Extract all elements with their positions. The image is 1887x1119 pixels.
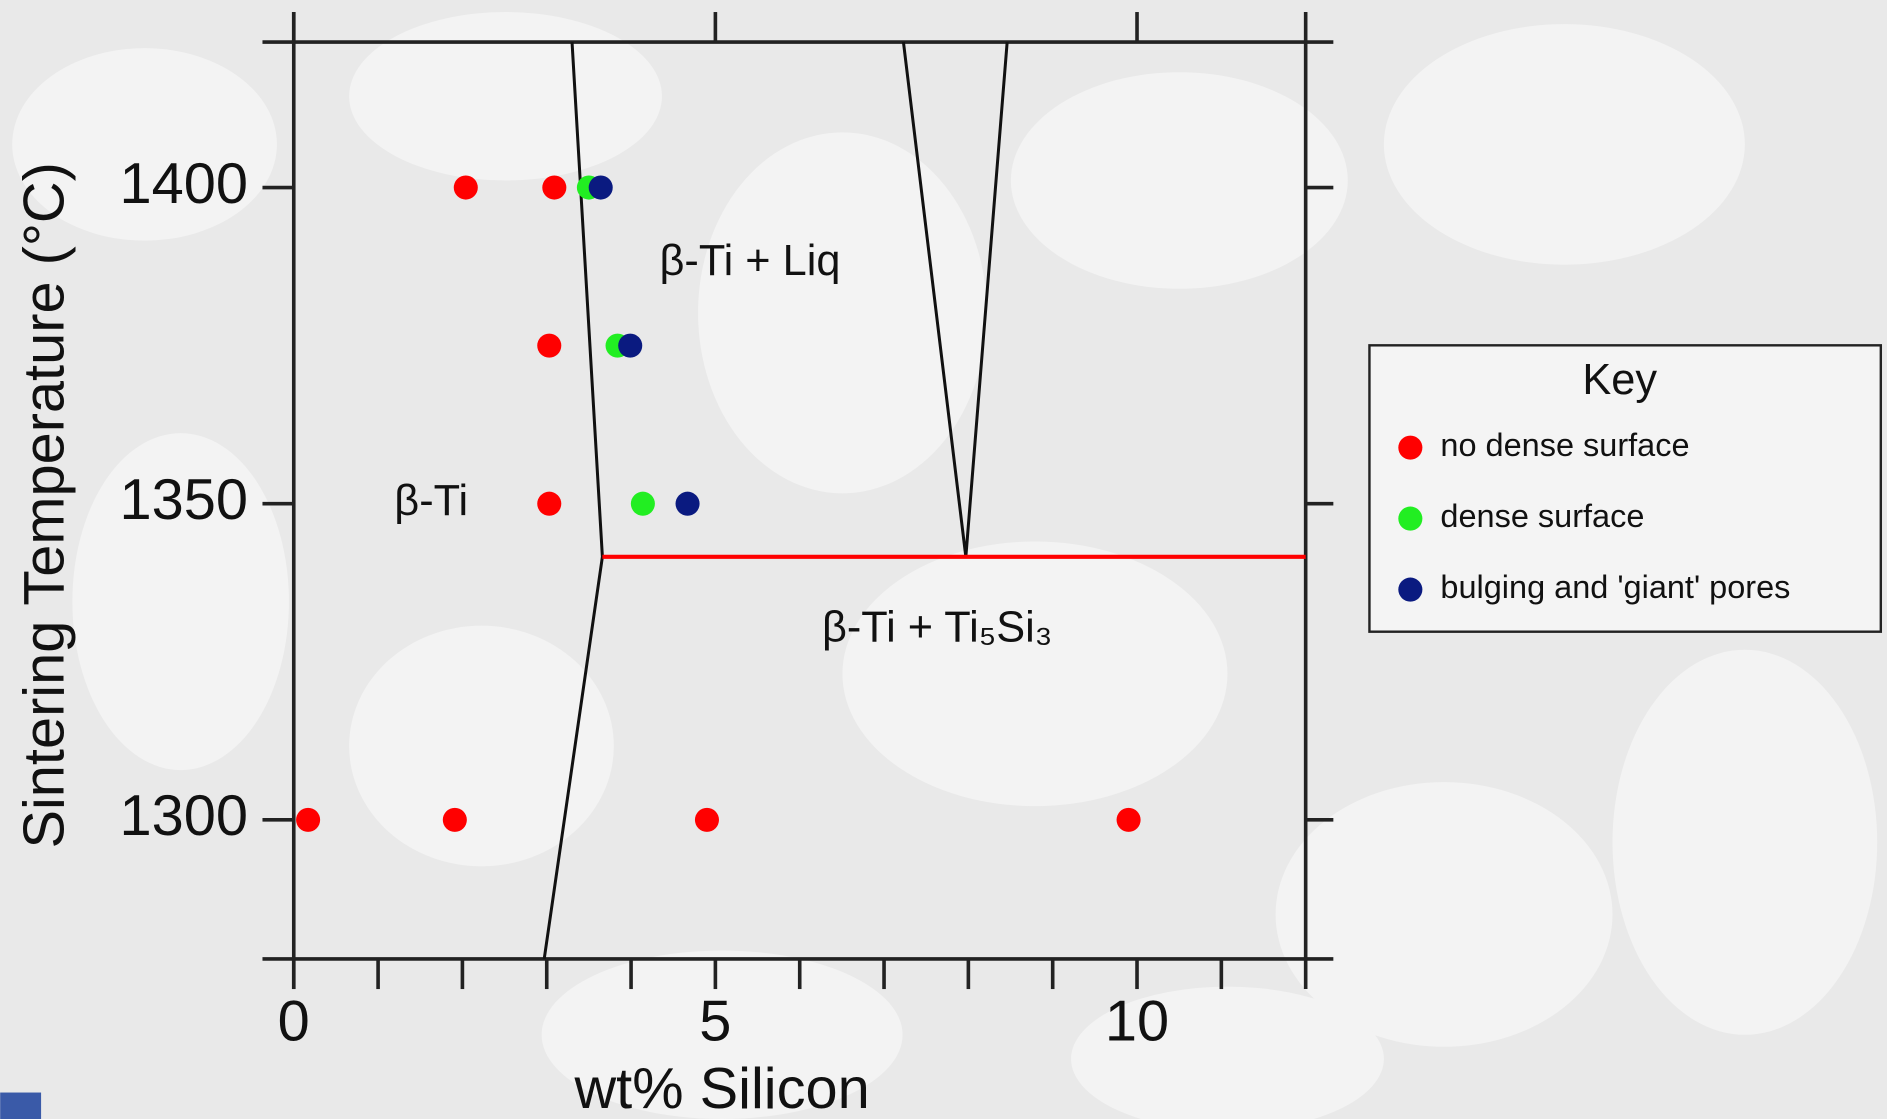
region-label: β-Ti + Ti₅Si₃	[822, 604, 1052, 652]
data-point	[542, 176, 566, 200]
page: {"chart_data": { "type": "scatter", "x_l…	[0, 0, 1887, 1119]
data-point	[537, 334, 561, 358]
chart: Sintering Temperature (°C) wt% Silicon K…	[0, 0, 1887, 1119]
data-point	[296, 808, 320, 832]
legend-label: no dense surface	[1440, 427, 1689, 463]
data-point	[618, 334, 642, 358]
data-point	[631, 492, 655, 516]
data-point	[1117, 808, 1141, 832]
x-tick-label: 5	[699, 989, 731, 1053]
data-point	[454, 176, 478, 200]
data-point	[443, 808, 467, 832]
x-tick-label: 0	[278, 989, 310, 1053]
data-point	[537, 492, 561, 516]
y-axis-title: Sintering Temperature (°C)	[13, 162, 77, 848]
legend-marker	[1398, 507, 1422, 531]
legend-title: Key	[1582, 356, 1657, 404]
data-point	[589, 176, 613, 200]
y-tick-label: 1300	[120, 784, 248, 848]
legend-label: dense surface	[1440, 498, 1644, 534]
x-tick-label: 10	[1105, 989, 1169, 1053]
region-label: β-Ti + Liq	[660, 237, 841, 285]
x-axis-title: wt% Silicon	[573, 1057, 869, 1119]
legend-marker	[1398, 578, 1422, 602]
legend: Key no dense surface dense surface bulging…	[1369, 345, 1880, 631]
legend-marker	[1398, 436, 1422, 460]
logo	[0, 1093, 41, 1119]
y-tick-label: 1350	[120, 468, 248, 532]
data-point	[695, 808, 719, 832]
data-point	[676, 492, 700, 516]
y-tick-label: 1400	[120, 152, 248, 216]
region-label: β-Ti	[394, 477, 468, 525]
legend-label: bulging and 'giant' pores	[1440, 569, 1790, 605]
